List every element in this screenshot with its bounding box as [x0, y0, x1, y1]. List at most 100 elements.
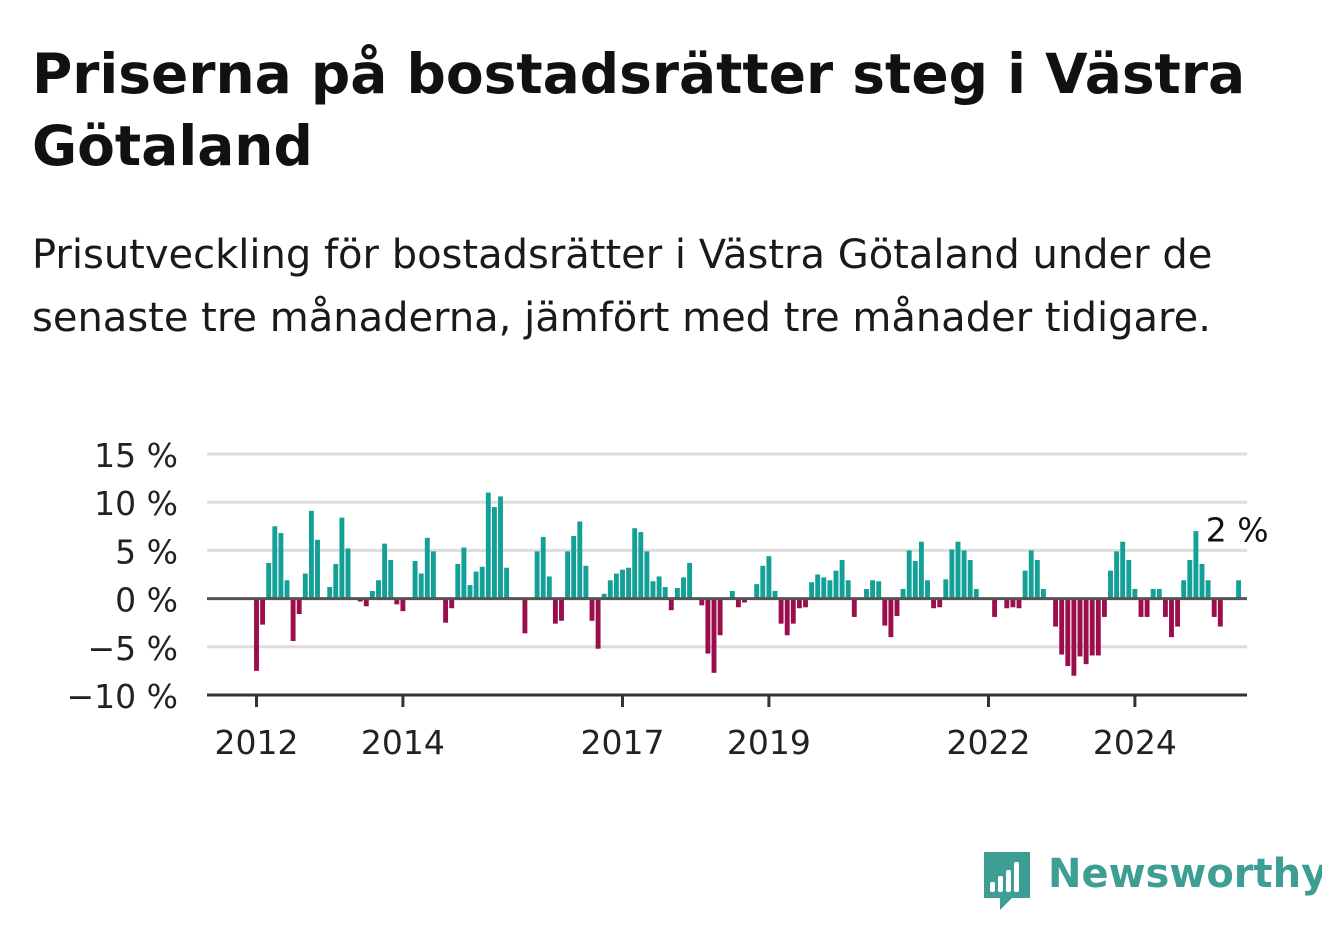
bar: [888, 598, 894, 638]
bar: [1193, 531, 1199, 599]
bar: [607, 580, 613, 599]
bar: [949, 549, 955, 599]
bar: [705, 598, 711, 654]
bar: [382, 543, 388, 599]
bar-chart: 15 % 10 % 5 % 0 % −5 % −10 % 2012 2014 2017 2019 2…: [66, 436, 1269, 762]
last-value-annotation: 2 %: [1206, 510, 1269, 549]
x-tick-label: 2014: [361, 723, 445, 762]
bar: [522, 598, 528, 634]
bar: [1217, 598, 1223, 627]
bar: [1028, 550, 1034, 599]
bar: [388, 560, 394, 599]
bar: [790, 598, 796, 624]
bar: [1156, 588, 1162, 599]
bar: [1004, 598, 1010, 609]
bar: [1120, 541, 1126, 599]
bar: [784, 598, 790, 636]
bar: [534, 551, 540, 599]
bar: [735, 598, 741, 608]
bar: [1169, 598, 1174, 638]
bar: [546, 576, 552, 599]
bar: [620, 569, 625, 599]
bar: [809, 582, 815, 599]
bar: [1016, 598, 1022, 609]
bar: [333, 563, 339, 599]
bar: [711, 598, 717, 673]
bar: [498, 496, 503, 599]
bar: [400, 598, 406, 612]
x-tick-label: 2022: [947, 723, 1031, 762]
bar: [1175, 598, 1181, 627]
bar: [644, 551, 650, 599]
bar: [266, 562, 272, 599]
bar: [876, 581, 882, 599]
bar: [1022, 570, 1028, 599]
bar: [589, 598, 595, 621]
bar-series: [254, 492, 1242, 676]
bar: [376, 580, 381, 599]
y-tick-label: 15 %: [94, 436, 178, 475]
bar: [937, 598, 943, 608]
bar: [955, 541, 961, 599]
y-tick-label: 5 %: [115, 532, 178, 571]
chart-subtitle: Prisutveckling för bostadsrätter i Västr…: [32, 232, 1213, 341]
bar: [1065, 598, 1071, 667]
bar: [296, 598, 302, 615]
bar: [1077, 598, 1083, 657]
bar: [1089, 598, 1095, 656]
bar: [766, 556, 772, 599]
bar: [1071, 598, 1077, 676]
bar: [674, 588, 680, 599]
bar: [1162, 598, 1168, 617]
bar: [583, 565, 589, 599]
bar: [260, 598, 266, 625]
bar: [882, 598, 888, 626]
bar: [430, 551, 436, 599]
bar: [424, 537, 430, 599]
bar: [961, 550, 967, 599]
bar: [967, 560, 973, 599]
bar: [1211, 598, 1217, 617]
bar: [717, 598, 723, 636]
bar: [931, 598, 937, 609]
bar: [1101, 598, 1107, 617]
bar: [559, 598, 564, 621]
bar: [601, 593, 607, 599]
bar: [473, 571, 479, 599]
bar: [632, 528, 638, 599]
bar: [742, 598, 747, 603]
bar: [418, 573, 424, 599]
bar: [491, 507, 497, 599]
bar: [461, 547, 467, 599]
bar: [815, 574, 821, 599]
x-tick-label: 2024: [1093, 723, 1177, 762]
bar: [1138, 598, 1144, 617]
bar: [412, 561, 418, 599]
bar: [1053, 598, 1059, 627]
bar: [1010, 598, 1016, 608]
bar: [504, 567, 510, 599]
bar: [571, 535, 577, 599]
y-tick-label: −10 %: [67, 677, 179, 716]
bar: [1236, 580, 1242, 599]
bar: [479, 566, 485, 599]
bar: [254, 598, 259, 671]
bar: [1187, 560, 1193, 599]
bar: [973, 588, 979, 599]
bar: [278, 533, 284, 599]
bar: [315, 539, 320, 599]
bar: [626, 567, 632, 599]
bar: [369, 590, 375, 599]
bar: [729, 590, 735, 599]
bar: [595, 598, 601, 649]
bar: [284, 580, 290, 599]
bar: [833, 570, 839, 599]
bar: [912, 561, 918, 599]
bar: [827, 580, 833, 599]
bar: [290, 598, 296, 642]
x-tick-label: 2017: [581, 723, 665, 762]
bar: [1114, 551, 1120, 599]
bar: [339, 517, 345, 599]
bar: [681, 577, 686, 599]
x-tick-label: 2012: [215, 723, 299, 762]
